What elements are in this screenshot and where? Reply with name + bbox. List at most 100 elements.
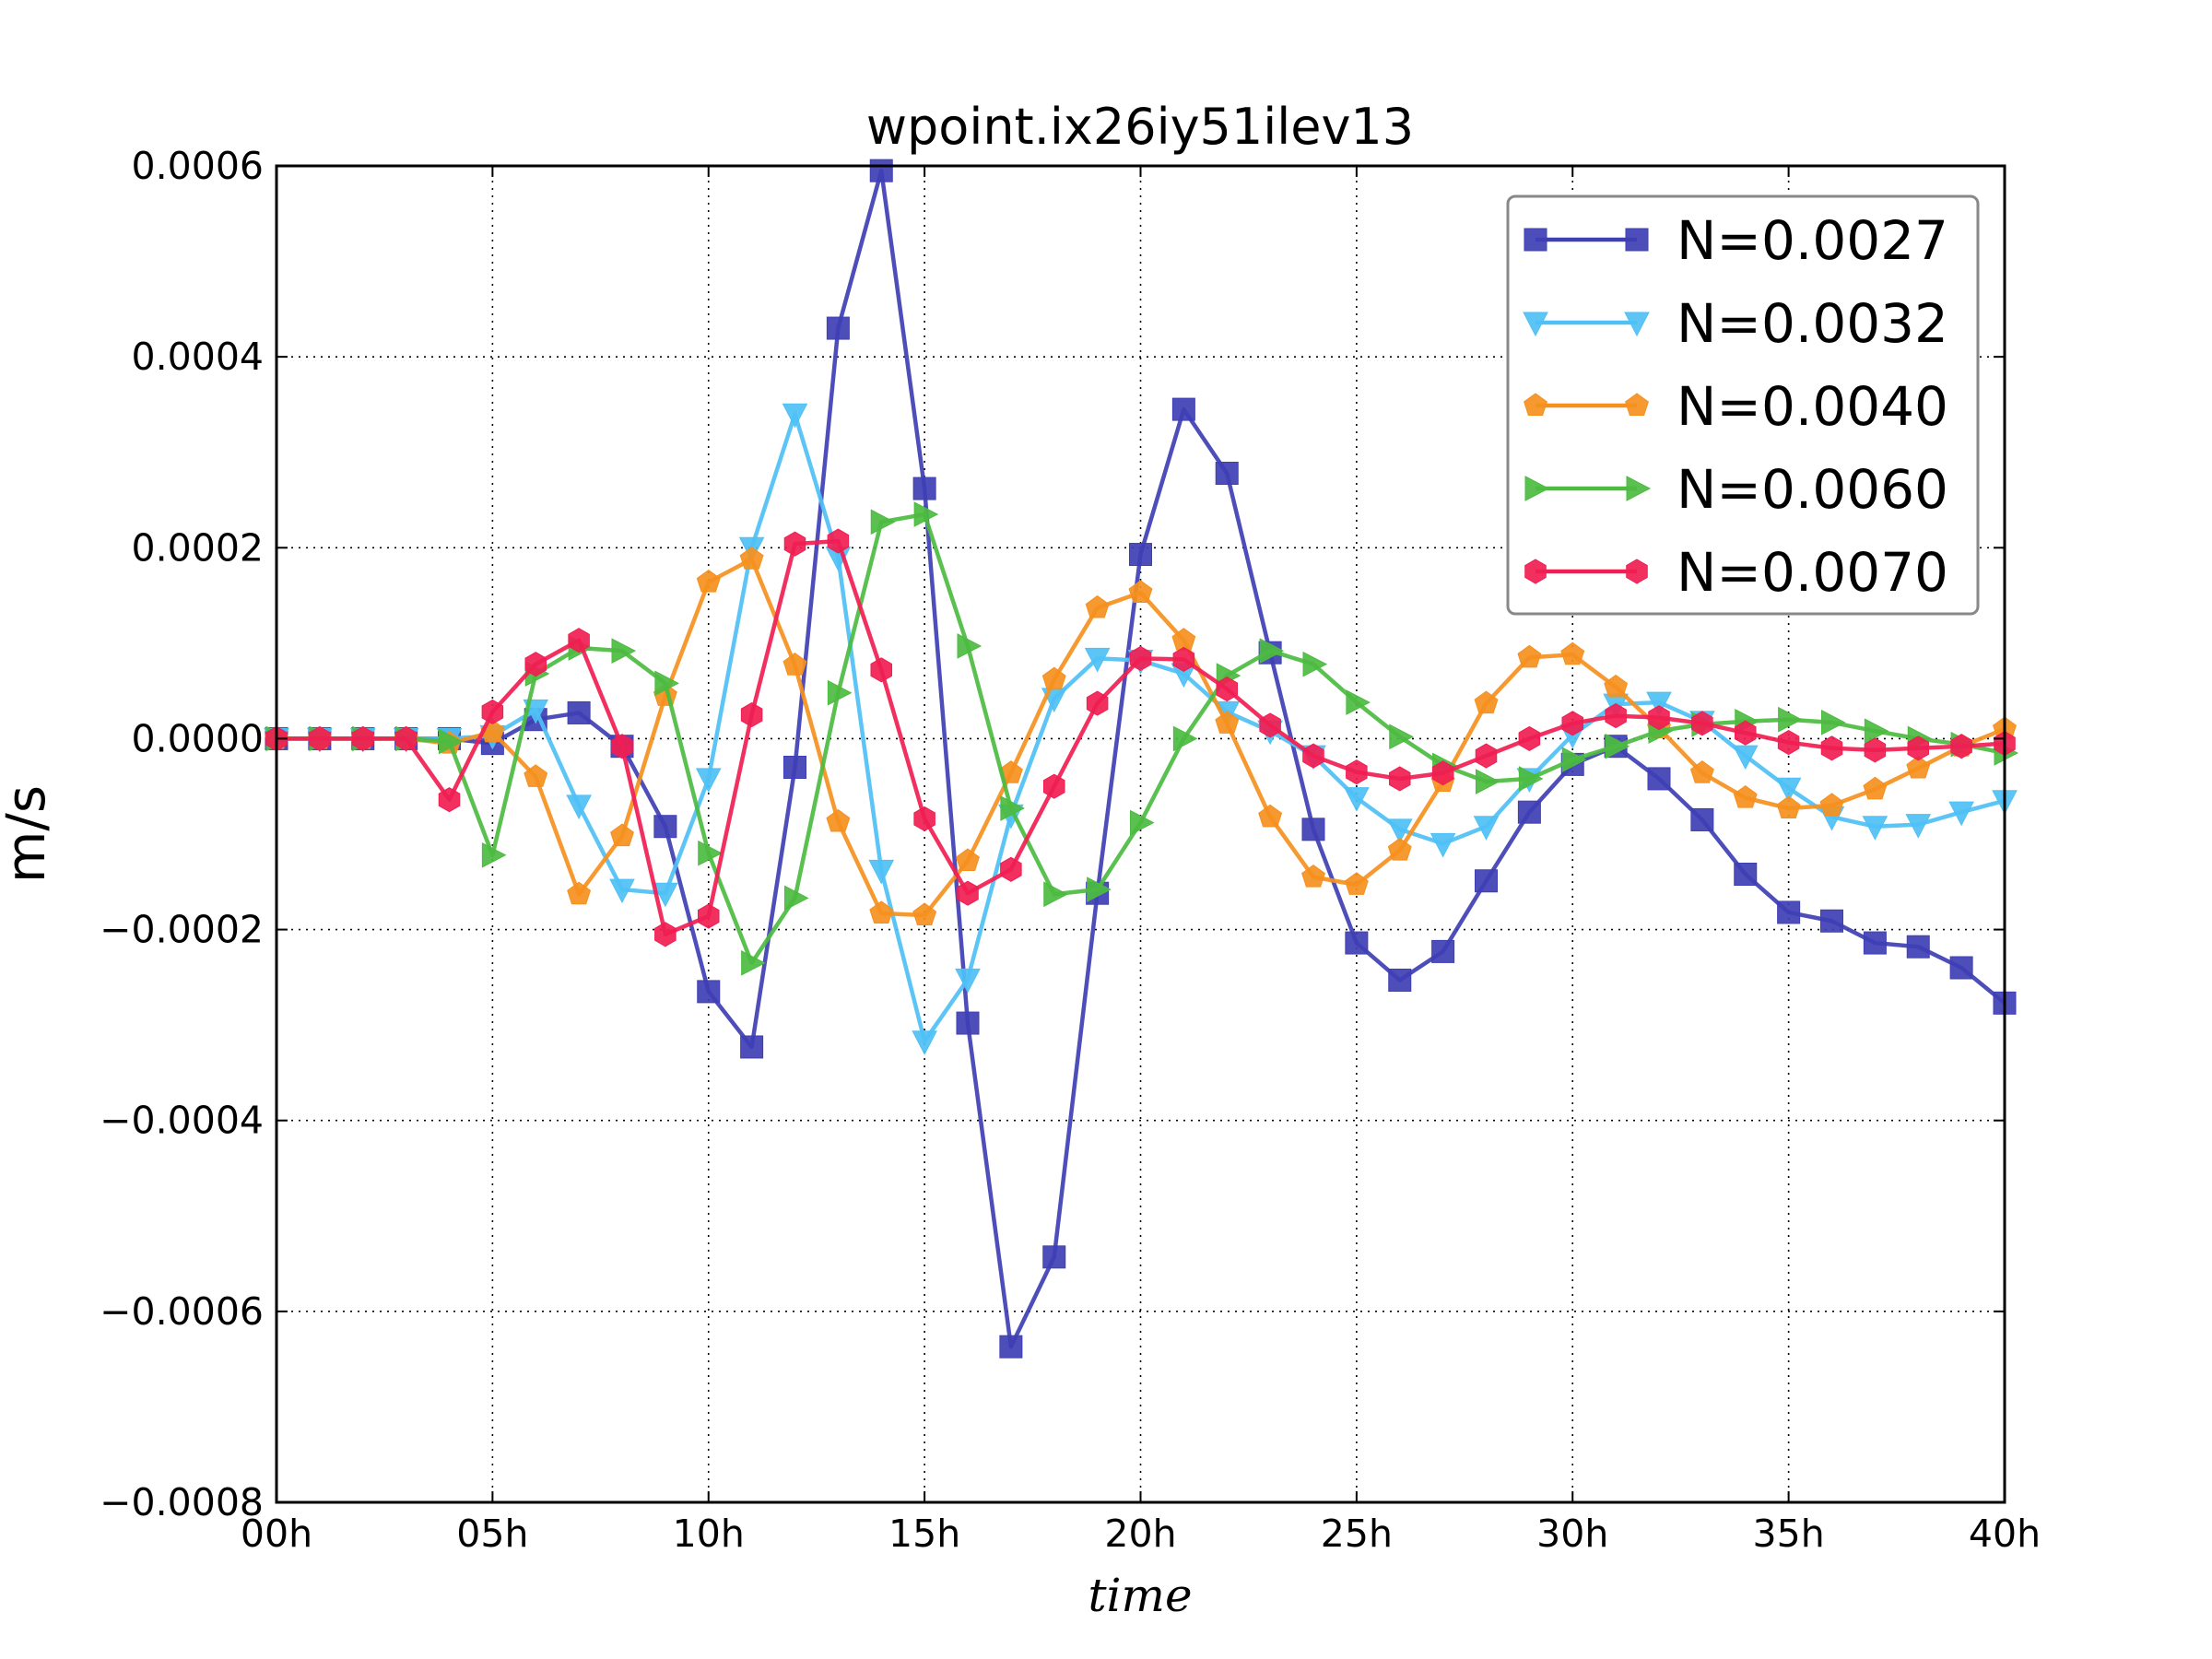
x-tick-label: 35h <box>1753 1512 1825 1556</box>
data-point <box>1906 755 1931 779</box>
data-point <box>1906 935 1930 959</box>
data-point <box>913 806 935 832</box>
data-point <box>1086 690 1109 716</box>
data-point <box>783 756 806 779</box>
data-point <box>697 903 720 929</box>
data-point <box>695 768 722 794</box>
data-point <box>1388 766 1411 792</box>
data-point <box>1733 785 1758 808</box>
data-point <box>826 316 850 340</box>
data-point <box>1864 737 1887 763</box>
data-point <box>1734 863 1758 886</box>
data-point <box>1604 674 1629 698</box>
data-point <box>1215 462 1239 485</box>
data-point <box>566 794 592 820</box>
data-point <box>1085 594 1110 618</box>
data-point <box>1820 909 1843 933</box>
data-point <box>827 679 853 706</box>
data-point <box>913 501 939 527</box>
legend-entry: N=0.0060 <box>1524 458 1948 521</box>
legend-marker <box>1524 393 1547 417</box>
data-point <box>1215 711 1240 734</box>
data-point <box>1301 864 1325 888</box>
data-point <box>1734 720 1757 746</box>
data-point <box>524 764 548 787</box>
data-point <box>1862 816 1888 841</box>
data-point <box>1560 641 1585 665</box>
data-point <box>741 949 766 976</box>
data-point <box>912 477 936 500</box>
data-point <box>1346 759 1368 785</box>
x-tick-label: 30h <box>1536 1512 1608 1556</box>
legend-entry: N=0.0040 <box>1524 375 1948 438</box>
x-tick-label: 15h <box>888 1512 960 1556</box>
data-point <box>1950 734 1972 759</box>
data-point <box>740 701 763 728</box>
data-point <box>1259 712 1281 738</box>
data-point <box>1389 724 1414 750</box>
legend-label: N=0.0027 <box>1677 209 1948 272</box>
data-point <box>1431 760 1454 786</box>
x-tick-label: 05h <box>456 1512 528 1556</box>
data-point <box>609 878 635 904</box>
data-point <box>957 633 982 659</box>
data-point <box>1128 580 1153 603</box>
data-point <box>783 531 806 557</box>
data-point <box>1084 647 1111 673</box>
data-point <box>1474 690 1499 714</box>
data-point <box>1778 706 1803 733</box>
data-point <box>1605 702 1627 729</box>
data-point <box>438 787 461 813</box>
legend-entry: N=0.0027 <box>1524 209 1948 272</box>
data-point <box>826 808 851 832</box>
legend-entry: N=0.0070 <box>1524 541 1948 604</box>
data-point <box>1042 773 1065 799</box>
data-point <box>1949 956 1973 980</box>
x-axis-label: time <box>1088 1569 1192 1622</box>
data-point <box>957 880 979 906</box>
data-point <box>1302 651 1328 677</box>
data-point <box>654 670 679 697</box>
data-point <box>1821 709 1846 735</box>
y-axis-label: m/s <box>0 785 57 883</box>
legend-marker <box>1626 476 1652 501</box>
data-point <box>870 509 896 535</box>
data-point <box>1777 900 1801 924</box>
data-point <box>1473 816 1500 841</box>
x-tick-label: 40h <box>1969 1512 2041 1556</box>
legend-marker <box>1524 476 1550 501</box>
data-point <box>1000 856 1022 882</box>
data-point <box>1777 729 1800 756</box>
data-point <box>1041 666 1066 690</box>
data-point <box>1301 818 1325 841</box>
series-layer <box>264 159 2019 1359</box>
data-point <box>610 823 634 847</box>
data-point <box>1302 743 1324 769</box>
legend-label: N=0.0040 <box>1677 375 1948 438</box>
legend-marker <box>1524 228 1547 252</box>
data-point <box>567 700 591 724</box>
data-point <box>782 403 808 429</box>
legend-label: N=0.0032 <box>1677 292 1948 355</box>
data-point <box>1087 877 1112 902</box>
legend-marker <box>1523 312 1548 337</box>
chart-title: wpoint.ix26iy51ilev13 <box>866 98 1414 156</box>
legend-label: N=0.0060 <box>1677 458 1948 521</box>
data-point <box>696 569 721 593</box>
data-point <box>1518 725 1541 752</box>
legend-marker <box>1524 559 1547 584</box>
data-point <box>1775 777 1802 803</box>
data-point <box>1346 689 1371 715</box>
data-point <box>1129 645 1152 672</box>
data-point <box>1561 747 1587 773</box>
data-point <box>1431 939 1455 963</box>
data-point <box>567 881 592 905</box>
legend-label: N=0.0070 <box>1677 541 1948 604</box>
data-point <box>1863 931 1887 955</box>
data-point <box>869 900 894 924</box>
data-point <box>740 1035 764 1059</box>
y-tick-label: −0.0008 <box>100 1480 264 1524</box>
x-tick-label: 10h <box>673 1512 745 1556</box>
